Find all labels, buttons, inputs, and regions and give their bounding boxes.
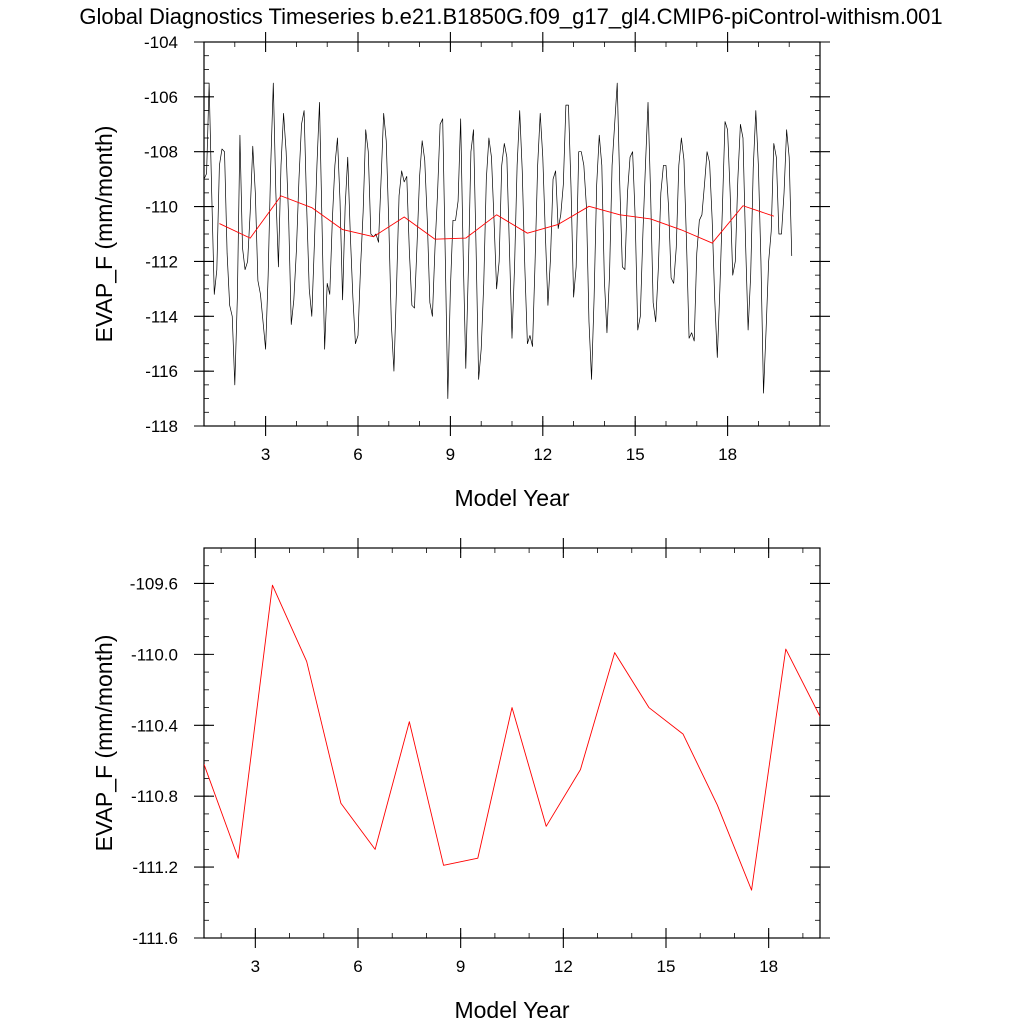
panel2-xtick-label: 9	[456, 957, 465, 976]
panel2-xtick-label: 3	[251, 957, 260, 976]
panel1-xtick-label: 3	[261, 445, 270, 464]
panel1-frame	[203, 41, 821, 427]
panel1-annual-series-line	[219, 195, 774, 244]
panel2-ytick-label: -110.4	[131, 716, 178, 735]
panel2-xtick-label: 6	[353, 957, 362, 976]
panel2-ytick-label: -111.6	[132, 929, 178, 948]
panel2-xlabel: Model Year	[454, 997, 569, 1023]
panel2-xtick-label: 15	[657, 957, 676, 976]
panel2-xtick-label: 12	[554, 957, 573, 976]
panel1-ylabel: EVAP_F (mm/month)	[91, 126, 117, 343]
panel1-ytick-label: -114	[145, 307, 178, 326]
panel1-ytick-label: -116	[145, 362, 178, 381]
panel1-xtick-label: 6	[353, 445, 362, 464]
panel1-xtick-label: 15	[626, 445, 645, 464]
panel1-ytick-label: -108	[144, 143, 178, 162]
panel2-annual-series-line	[204, 584, 820, 891]
panel2-xtick-label: 18	[759, 957, 778, 976]
panel1-ytick-label: -106	[144, 88, 178, 107]
panel2-frame	[203, 547, 821, 939]
top-panel: 3 6 9 12 15 18 -104 -106 -108 -110 -112 -114 -116 -11…	[91, 32, 830, 511]
panel1-ytick-label: -118	[145, 417, 178, 436]
bottom-panel: 3 6 9 12 15 18 -109.6 -110.0 -110.4 -110.8 -111.2 -…	[91, 538, 830, 1023]
panel2-ytick-label: -111.2	[132, 858, 178, 877]
panel1-ytick-label: -110	[145, 198, 178, 217]
panel1-xtick-label: 9	[446, 445, 455, 464]
figure-title: Global Diagnostics Timeseries b.e21.B185…	[79, 4, 942, 29]
panel1-ytick-label: -112	[145, 252, 178, 271]
panel1-xtick-label: 18	[718, 445, 737, 464]
panel2-ylabel: EVAP_F (mm/month)	[91, 635, 117, 852]
panel1-ytick-label: -104	[144, 33, 178, 52]
panel2-ytick-label: -110.8	[131, 787, 178, 806]
panel2-ytick-label: -110.0	[131, 645, 178, 664]
panel1-monthly-series-line	[204, 82, 793, 399]
panel2-ytick-label: -109.6	[130, 574, 178, 593]
panel1-minor-ticks	[203, 41, 821, 427]
panel2-minor-ticks	[204, 547, 820, 939]
panel1-xtick-label: 12	[533, 445, 552, 464]
panel1-xlabel: Model Year	[454, 485, 569, 511]
